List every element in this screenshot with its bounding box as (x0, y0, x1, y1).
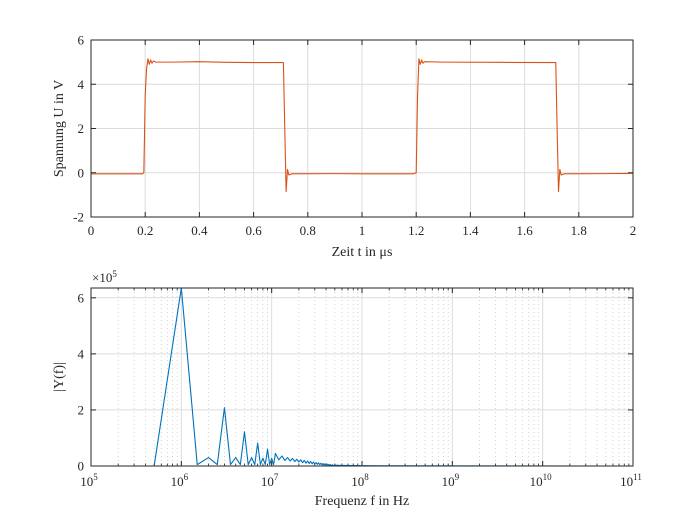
spectrum-x-tick-label: 107 (261, 472, 279, 489)
time-x-tick-label: 1.8 (571, 223, 587, 238)
tick-label-exponent: 8 (364, 472, 369, 482)
spectrum-x-tick-label: 1011 (620, 472, 642, 489)
time-domain-axes: 0 0.2 0.4 0.6 0.8 1 1.2 1.4 1.6 1.8 2 -2 0 2 4 6 Zeit t … (52, 33, 636, 261)
tick-label-exponent: 7 (274, 472, 279, 482)
spectrum-x-tick-label: 1010 (530, 472, 553, 489)
tick-label-base: 10 (351, 474, 364, 489)
time-x-tick-label: 1.2 (408, 223, 424, 238)
tick-label-exponent: 11 (633, 472, 642, 482)
tick-label-base: 10 (171, 474, 184, 489)
time-x-tick-label: 0.8 (300, 223, 316, 238)
tick-label-exponent: 6 (184, 472, 189, 482)
time-x-tick-label: 1.6 (516, 223, 533, 238)
time-x-tick-label: 0 (88, 223, 95, 238)
time-axes-box (90, 39, 634, 218)
spectrum-y-tick-label: 6 (78, 290, 85, 305)
spectrum-y-axis-label: |Y(f)| (52, 362, 67, 392)
spectrum-y-exponent-multiplier: ×105 (92, 269, 117, 285)
spectrum-axes-box (90, 287, 634, 467)
time-x-tick-label: 0.4 (191, 223, 208, 238)
time-y-tick-label: 2 (78, 121, 85, 136)
time-x-tick-label: 0.2 (137, 223, 153, 238)
time-y-axis-label: Spannung U in V (52, 80, 67, 177)
tick-label-base: 10 (442, 474, 455, 489)
multiplier-base: ×10 (92, 270, 112, 285)
time-y-tick-label: 6 (78, 33, 85, 48)
spectrum-y-tick-label: 4 (78, 346, 85, 361)
spectrum-x-tick-label: 108 (351, 472, 369, 489)
spectrum-x-tick-label: 109 (442, 472, 460, 489)
tick-label-base: 10 (261, 474, 274, 489)
tick-label-exponent: 5 (93, 472, 98, 482)
time-x-tick-label: 1.4 (462, 223, 479, 238)
spectrum-x-tick-label: 106 (171, 472, 189, 489)
time-x-axis-label: Zeit t in μs (332, 245, 393, 260)
spectrum-series-line (153, 288, 606, 466)
spectrum-y-tick-label: 2 (78, 402, 85, 417)
multiplier-exponent: 5 (112, 269, 117, 279)
spectrum-x-tick-label: 105 (80, 472, 98, 489)
tick-label-exponent: 10 (543, 472, 553, 482)
time-x-tick-label: 0.6 (245, 223, 262, 238)
spectrum-y-tick-label: 0 (78, 459, 85, 474)
time-y-tick-label: 0 (78, 165, 85, 180)
time-y-tick-label: 4 (78, 77, 85, 92)
tick-label-base: 10 (80, 474, 93, 489)
time-y-tick-label: -2 (73, 210, 84, 225)
time-x-tick-label: 2 (630, 223, 637, 238)
tick-label-base: 10 (620, 474, 633, 489)
time-series-line (91, 58, 633, 193)
time-x-tick-label: 1 (359, 223, 366, 238)
tick-label-base: 10 (530, 474, 543, 489)
tick-label-exponent: 9 (455, 472, 460, 482)
spectrum-x-axis-label: Frequenz f in Hz (315, 494, 409, 509)
